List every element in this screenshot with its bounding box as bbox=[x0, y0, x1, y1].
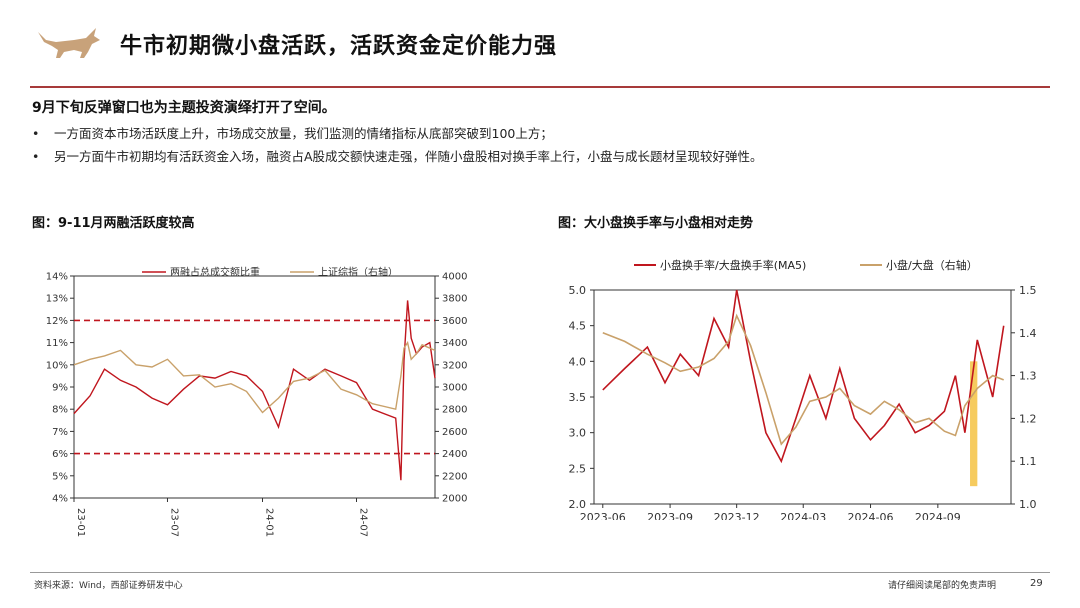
plot-frame bbox=[73, 275, 436, 499]
y-right-tick-label: 1.1 bbox=[1019, 455, 1037, 468]
y-right-tick-label: 3800 bbox=[442, 294, 467, 305]
y-left-tick-label: 5% bbox=[52, 471, 68, 482]
y-left-tick-label: 11% bbox=[46, 338, 68, 349]
series-line-small-large-ratio bbox=[602, 313, 1004, 446]
y-right-tick-label: 3200 bbox=[442, 360, 467, 371]
bull-logo-icon bbox=[38, 28, 100, 58]
bullet-text: 另一方面牛市初期均有活跃资金入场，融资占A股成交额快速走强，伴随小盘股相对换手率… bbox=[54, 149, 763, 164]
bullet-item: • 一方面资本市场活跃度上升，市场成交放量，我们监测的情绪指标从底部突破到100… bbox=[32, 122, 1052, 145]
y-left-tick-label: 10% bbox=[46, 360, 68, 371]
page-title: 牛市初期微小盘活跃，活跃资金定价能力强 bbox=[120, 34, 558, 59]
x-tick-label: 2023-12 bbox=[714, 511, 760, 520]
bullet-dot: • bbox=[32, 149, 40, 164]
series-line-sse-index bbox=[73, 340, 436, 414]
legend-label: 两融占总成交额比重 bbox=[170, 266, 260, 279]
bullet-item: • 另一方面牛市初期均有活跃资金入场，融资占A股成交额快速走强，伴随小盘股相对换… bbox=[32, 145, 1052, 168]
y-left-tick-label: 14% bbox=[46, 272, 68, 283]
y-left-tick-label: 3.0 bbox=[569, 427, 587, 440]
y-left-tick-label: 4.0 bbox=[569, 355, 587, 368]
y-right-tick-label: 1.2 bbox=[1019, 412, 1037, 425]
bullet-text: 一方面资本市场活跃度上升，市场成交放量，我们监测的情绪指标从底部突破到100上方… bbox=[54, 126, 553, 141]
series-line-turnover-ratio bbox=[602, 289, 1005, 464]
x-tick-label: 2024-06 bbox=[848, 511, 894, 520]
legend-label: 上证综指（右轴） bbox=[318, 266, 398, 279]
x-tick-label: 2023-06 bbox=[580, 511, 626, 520]
y-right-tick-label: 2000 bbox=[442, 494, 467, 505]
turnover-ratio-chart: 2.0 2.5 3.0 3.5 4.0 4.5 5.0 1.0 1.1 1.2 1.3 1.4 1.5 2… bbox=[569, 258, 1037, 520]
bullet-dot: • bbox=[32, 126, 40, 141]
y-right-tick-label: 2400 bbox=[442, 449, 467, 460]
footer-divider bbox=[30, 572, 1050, 573]
figure1-title: 图：9-11月两融活跃度较高 bbox=[32, 216, 195, 231]
y-right-tick-label: 4000 bbox=[442, 272, 467, 283]
y-right-tick-label: 3000 bbox=[442, 383, 467, 394]
x-tick-label: 24-01 bbox=[264, 508, 275, 537]
y-left-tick-label: 9% bbox=[52, 383, 68, 394]
y-right-tick-label: 1.0 bbox=[1019, 498, 1037, 511]
y-left-tick-label: 7% bbox=[52, 427, 68, 438]
y-left-tick-label: 4.5 bbox=[569, 320, 587, 333]
y-left-tick-label: 2.5 bbox=[569, 462, 587, 475]
y-left-tick-label: 3.5 bbox=[569, 391, 587, 404]
y-left-tick-label: 8% bbox=[52, 405, 68, 416]
x-tick-label: 23-01 bbox=[75, 508, 86, 537]
y-left-tick-label: 4% bbox=[52, 494, 68, 505]
x-tick-label: 2024-03 bbox=[780, 511, 826, 520]
margin-activity-chart: 4% 5% 6% 7% 8% 9% 10% 11% 12% 13% 14% 2000 2200 2400 2… bbox=[46, 266, 468, 538]
y-right-tick-label: 3400 bbox=[442, 338, 467, 349]
legend-label: 小盘/大盘（右轴） bbox=[886, 258, 978, 272]
y-right-tick-label: 1.5 bbox=[1019, 284, 1037, 297]
disclaimer-note: 请仔细阅读尾部的免责声明 bbox=[888, 581, 997, 591]
y-left-tick-label: 6% bbox=[52, 449, 68, 460]
y-left-tick-label: 12% bbox=[46, 316, 68, 327]
x-tick-label: 2023-09 bbox=[647, 511, 693, 520]
page-number: 29 bbox=[1030, 578, 1043, 589]
summary-headline: 9月下旬反弹窗口也为主题投资演绎打开了空间。 bbox=[32, 100, 336, 116]
y-right-tick-label: 1.4 bbox=[1019, 327, 1037, 340]
y-left-tick-label: 13% bbox=[46, 294, 68, 305]
source-note: 资料来源：Wind，西部证券研发中心 bbox=[34, 581, 183, 591]
figure2-title: 图：大小盘换手率与小盘相对走势 bbox=[558, 216, 754, 231]
summary-bullets: • 一方面资本市场活跃度上升，市场成交放量，我们监测的情绪指标从底部突破到100… bbox=[32, 122, 1052, 168]
y-right-tick-label: 1.3 bbox=[1019, 370, 1037, 383]
series-line-margin-share bbox=[73, 300, 436, 481]
y-right-tick-label: 2800 bbox=[442, 405, 467, 416]
y-left-tick-label: 5.0 bbox=[569, 284, 587, 297]
title-divider bbox=[30, 86, 1050, 88]
x-tick-label: 2024-09 bbox=[915, 511, 961, 520]
highlight-band bbox=[970, 361, 978, 487]
y-right-tick-label: 3600 bbox=[442, 316, 467, 327]
y-right-tick-label: 2200 bbox=[442, 471, 467, 482]
y-right-tick-label: 2600 bbox=[442, 427, 467, 438]
x-tick-label: 24-07 bbox=[357, 508, 368, 537]
legend-label: 小盘换手率/大盘换手率(MA5) bbox=[660, 258, 806, 272]
x-tick-label: 23-07 bbox=[168, 508, 179, 537]
y-left-tick-label: 2.0 bbox=[569, 498, 587, 511]
